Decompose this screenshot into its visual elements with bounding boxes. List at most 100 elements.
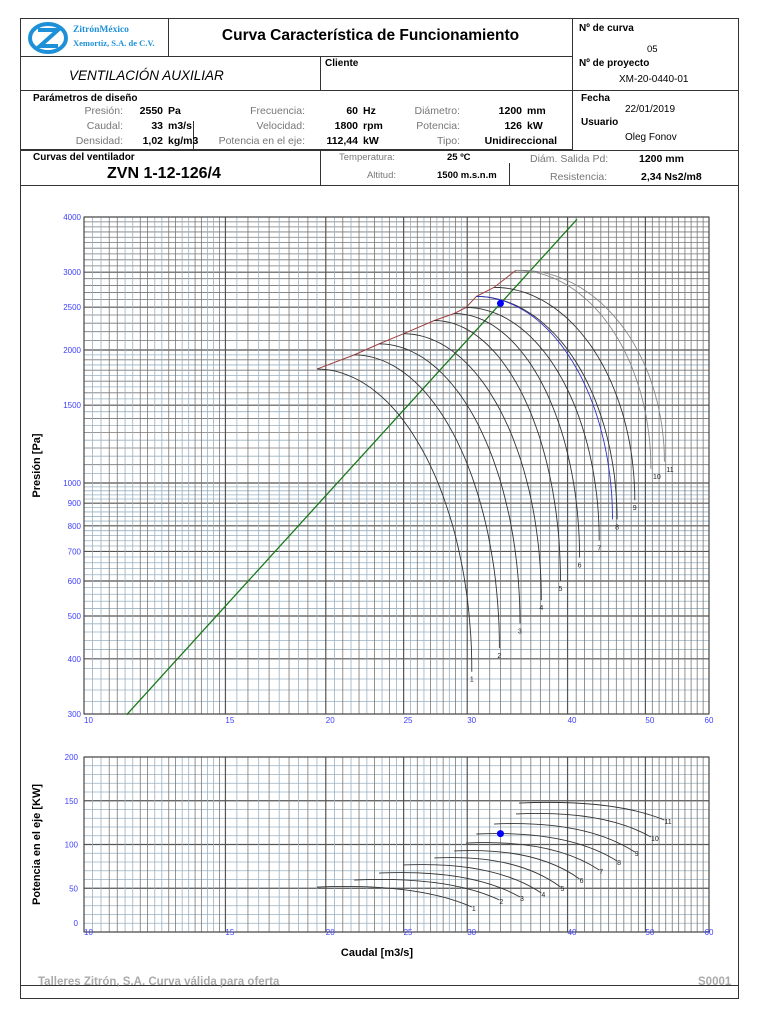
surge-line (316, 269, 517, 370)
application-name: VENTILACIÓN AUXILIAR (69, 68, 224, 83)
logo-line2: Xemortiz, S.A. de C.V. (73, 38, 155, 48)
x-tick-label: 40 (568, 928, 577, 937)
y-tick-label: 600 (68, 577, 82, 586)
curve-label: 3 (518, 628, 522, 635)
x-tick-label: 60 (705, 928, 714, 937)
curve-label: 7 (599, 869, 603, 876)
operating-speed-curve (476, 295, 613, 520)
pressure-curve-2 (354, 354, 500, 649)
pressure-curve-10 (515, 269, 652, 469)
curve-label: 3 (520, 896, 524, 903)
x-tick-label: 40 (568, 716, 577, 725)
power-curve-7 (466, 842, 600, 871)
curve-label: 5 (561, 886, 565, 893)
param-value: 33 (151, 120, 163, 132)
pressure-curve-9 (494, 286, 636, 501)
resistance-label: Resistencia: (550, 171, 608, 183)
params-divider (193, 121, 194, 151)
power-curve-5 (434, 857, 561, 888)
outlet-diameter-value: 1200 mm (639, 153, 684, 165)
curve-label: 11 (666, 467, 673, 474)
curve-label: 11 (664, 819, 671, 826)
param-label: Frecuencia: (250, 105, 305, 117)
y-axis-title: Potencia en el eje [KW] (31, 784, 43, 905)
param-label: Potencia: (416, 120, 460, 132)
conditions-cell: Temperatura: 25 ºC Altitud: 1500 m.s.n.m… (320, 150, 739, 186)
resistance-value: 2,34 Ns2/m8 (641, 171, 702, 183)
curve-label: 5 (559, 586, 563, 593)
zitron-logo-icon (28, 22, 68, 54)
x-tick-label: 25 (404, 928, 413, 937)
param-label: Caudal: (86, 120, 123, 132)
param-unit: kg/m3 (168, 135, 199, 147)
param-unit: kW (363, 135, 379, 147)
param-label: Potencia en el eje: (218, 135, 305, 147)
curve-label: 8 (617, 860, 621, 867)
curve-label: 9 (635, 851, 639, 858)
date-label: Fecha (581, 93, 610, 104)
curve-label: 9 (633, 505, 637, 512)
conditions-divider (509, 163, 510, 186)
system-resistance-curve (126, 218, 578, 716)
footer-line (20, 985, 739, 986)
fan-section-label: Curvas del ventilador (33, 152, 135, 163)
outlet-diameter-label: Diám. Salida Pd: (530, 153, 609, 165)
x-tick-label: 10 (84, 928, 93, 937)
power-curve-11 (518, 801, 665, 821)
temperature-label: Temperatura: (339, 152, 395, 163)
plot-border (83, 756, 710, 933)
param-unit: Hz (363, 105, 376, 117)
pressure-curve-6 (454, 313, 581, 558)
param-unit: mm (527, 105, 546, 117)
param-value: 1200 (498, 105, 522, 117)
param-value: 126 (504, 120, 522, 132)
y-tick-label: 3000 (63, 268, 81, 277)
y-tick-label: 500 (68, 612, 82, 621)
y-tick-label: 100 (65, 841, 79, 850)
project-label: Nº de proyecto (579, 58, 650, 69)
pressure-curve-8 (476, 295, 618, 520)
pressure-curve-3 (379, 343, 521, 624)
logo-line1: ZitrónMéxico (73, 25, 129, 35)
curve-label: 8 (615, 524, 619, 531)
curve-no-label: Nº de curva (579, 23, 634, 34)
curve-label: 2 (497, 653, 501, 660)
y-tick-label: 800 (68, 522, 82, 531)
param-unit: m3/s (168, 120, 192, 132)
x-tick-label: 15 (225, 928, 234, 937)
curve-label: 1 (470, 677, 474, 684)
x-tick-label: 15 (225, 716, 234, 725)
client-label: Cliente (325, 58, 359, 69)
y-tick-label: 2500 (63, 303, 81, 312)
x-tick-label: 20 (326, 716, 335, 725)
y-tick-label: 4000 (63, 213, 81, 222)
x-tick-label: 50 (645, 928, 654, 937)
power-curve-2 (354, 879, 500, 901)
fan-model: ZVN 1-12-126/4 (107, 165, 221, 182)
temperature-value: 25 ºC (447, 152, 471, 163)
power-curve-6 (454, 850, 580, 880)
param-value: 2550 (139, 105, 163, 117)
x-tick-label: 30 (467, 716, 476, 725)
x-tick-label: 50 (645, 716, 654, 725)
y-tick-label: 150 (65, 797, 79, 806)
pressure-curve-5 (434, 320, 561, 582)
param-value: 112,44 (326, 135, 358, 147)
footer-left: Talleres Zitrón, S.A. Curva válida para … (38, 976, 280, 988)
param-value: Unidireccional (484, 135, 557, 147)
y-tick-label: 300 (68, 710, 82, 719)
y-tick-label: 2000 (63, 346, 81, 355)
y-tick-label: 50 (69, 884, 78, 893)
param-unit: rpm (363, 120, 383, 132)
param-value: 1800 (334, 120, 358, 132)
x-tick-label: 60 (705, 716, 714, 725)
y-tick-label: 900 (68, 499, 82, 508)
curve-no: 05 (647, 44, 658, 55)
curve-label: 4 (539, 605, 543, 612)
y-tick-label: 700 (68, 547, 82, 556)
x-tick-label: 30 (467, 928, 476, 937)
altitude-label: Altitud: (366, 170, 396, 181)
curve-label: 2 (499, 899, 503, 906)
operating-point-power (496, 830, 504, 838)
